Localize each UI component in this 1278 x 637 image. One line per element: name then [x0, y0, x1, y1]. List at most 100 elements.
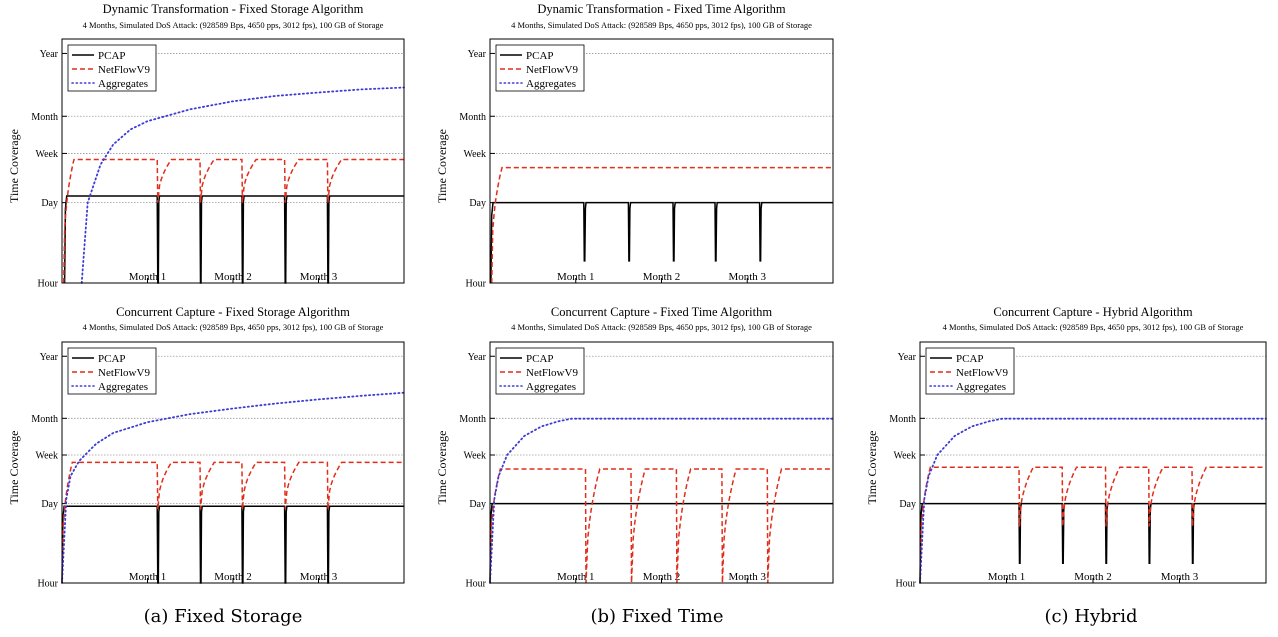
y-tick-label: Year — [40, 352, 59, 363]
y-tick-label: Week — [463, 149, 486, 160]
x-tick-label: Month 3 — [728, 271, 766, 283]
legend-label: Aggregates — [98, 381, 148, 393]
x-tick-label: Month 1 — [988, 571, 1026, 583]
chart-panel-a_top: Dynamic Transformation - Fixed Storage A… — [7, 2, 405, 290]
y-tick-label: Hour — [37, 279, 58, 290]
y-tick-label: Year — [40, 49, 59, 60]
y-tick-label: Hour — [895, 579, 916, 590]
series-line-netflowv9 — [490, 166, 833, 284]
series-line-pcap — [490, 201, 833, 284]
x-tick-label: Month 3 — [300, 571, 338, 583]
legend-label: NetFlowV9 — [526, 367, 578, 379]
y-tick-label: Week — [463, 451, 486, 462]
plot-frame — [489, 38, 834, 284]
y-tick-label: Year — [468, 352, 487, 363]
y-tick-label: Week — [35, 149, 58, 160]
y-tick-label: Week — [893, 451, 916, 462]
x-tick-label: Month 2 — [1074, 571, 1112, 583]
legend-label: NetFlowV9 — [98, 367, 150, 379]
y-tick-label: Month — [31, 112, 58, 123]
series-line-netflowv9 — [919, 466, 1266, 584]
y-tick-label: Day — [899, 499, 916, 510]
y-axis-label: Time Coverage — [7, 129, 21, 203]
x-tick-label: Month 2 — [214, 271, 252, 283]
caption-c: (c) Hybrid — [1044, 606, 1138, 627]
y-tick-label: Year — [898, 352, 917, 363]
x-tick-label: Month 1 — [129, 271, 167, 283]
caption-a: (a) Fixed Storage — [143, 606, 303, 627]
x-tick-label: Month 1 — [129, 571, 167, 583]
legend-box — [925, 347, 1015, 395]
chart-subtitle: 4 Months, Simulated DoS Attack: (928589 … — [83, 322, 384, 332]
plot-frame — [61, 38, 405, 284]
caption-b: (b) Fixed Time — [590, 606, 724, 627]
legend-label: Aggregates — [526, 78, 576, 90]
chart-panel-c_bottom: Concurrent Capture - Hybrid Algorithm 4 M… — [865, 305, 1267, 590]
series-line-aggregates — [919, 417, 1267, 584]
series-line-aggregates — [61, 391, 405, 584]
legend-label: NetFlowV9 — [526, 64, 578, 76]
legend-label: Aggregates — [526, 381, 576, 393]
y-axis-label: Time Coverage — [435, 129, 449, 203]
series-line-netflowv9 — [62, 158, 404, 284]
y-axis-label: Time Coverage — [7, 431, 21, 505]
legend-label: NetFlowV9 — [98, 64, 150, 76]
x-tick-label: Month 3 — [1161, 571, 1199, 583]
legend-label: PCAP — [956, 353, 984, 365]
legend-box — [495, 44, 585, 92]
x-tick-label: Month 2 — [214, 571, 252, 583]
chart-title: Dynamic Transformation - Fixed Storage A… — [103, 2, 364, 16]
y-tick-label: Day — [469, 499, 486, 510]
series-line-netflowv9 — [489, 468, 833, 584]
legend-label: PCAP — [98, 353, 126, 365]
y-tick-label: Year — [468, 49, 487, 60]
series-line-netflowv9 — [61, 461, 404, 584]
y-tick-label: Day — [41, 499, 58, 510]
y-tick-label: Month — [459, 414, 486, 425]
y-tick-label: Day — [469, 198, 486, 209]
y-tick-label: Hour — [465, 279, 486, 290]
legend-box — [67, 44, 157, 92]
plot-frame — [61, 341, 405, 584]
y-tick-label: Week — [35, 451, 58, 462]
legend-box — [495, 347, 585, 395]
chart-title: Concurrent Capture - Fixed Storage Algor… — [116, 305, 350, 319]
chart-panel-b_top: Dynamic Transformation - Fixed Time Algo… — [435, 2, 834, 290]
plot-frame — [919, 341, 1267, 584]
chart-panel-a_bottom: Concurrent Capture - Fixed Storage Algor… — [7, 305, 405, 590]
chart-title: Dynamic Transformation - Fixed Time Algo… — [537, 2, 786, 16]
chart-subtitle: 4 Months, Simulated DoS Attack: (928589 … — [83, 20, 384, 30]
legend-label: PCAP — [526, 50, 554, 62]
y-axis-label: Time Coverage — [435, 431, 449, 505]
chart-subtitle: 4 Months, Simulated DoS Attack: (928589 … — [511, 20, 812, 30]
legend-label: NetFlowV9 — [956, 367, 1008, 379]
y-tick-label: Month — [889, 414, 916, 425]
series-line-aggregates — [80, 86, 405, 284]
x-tick-label: Month 1 — [557, 271, 595, 283]
x-tick-label: Month 1 — [557, 571, 595, 583]
legend-label: PCAP — [98, 50, 126, 62]
x-tick-label: Month 2 — [643, 571, 681, 583]
chart-panel-b_bottom: Concurrent Capture - Fixed Time Algorith… — [435, 305, 834, 590]
y-tick-label: Day — [41, 198, 58, 209]
x-tick-label: Month 2 — [643, 271, 681, 283]
y-tick-label: Hour — [465, 579, 486, 590]
series-line-aggregates — [489, 417, 834, 584]
plot-frame — [489, 341, 834, 584]
legend-label: Aggregates — [956, 381, 1006, 393]
chart-subtitle: 4 Months, Simulated DoS Attack: (928589 … — [511, 322, 812, 332]
y-axis-label: Time Coverage — [865, 431, 879, 505]
chart-title: Concurrent Capture - Hybrid Algorithm — [993, 305, 1193, 319]
legend-label: Aggregates — [98, 78, 148, 90]
chart-subtitle: 4 Months, Simulated DoS Attack: (928589 … — [943, 322, 1244, 332]
chart-title: Concurrent Capture - Fixed Time Algorith… — [551, 305, 772, 319]
y-tick-label: Hour — [37, 579, 58, 590]
legend-box — [67, 347, 157, 395]
series-line-pcap — [63, 195, 404, 284]
y-tick-label: Month — [31, 414, 58, 425]
x-tick-label: Month 3 — [300, 271, 338, 283]
legend-label: PCAP — [526, 353, 554, 365]
y-tick-label: Month — [459, 112, 486, 123]
x-tick-label: Month 3 — [728, 571, 766, 583]
